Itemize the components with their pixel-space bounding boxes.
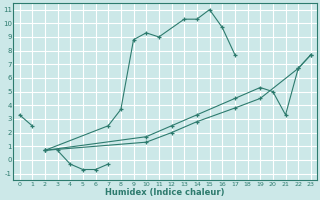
- X-axis label: Humidex (Indice chaleur): Humidex (Indice chaleur): [106, 188, 225, 197]
